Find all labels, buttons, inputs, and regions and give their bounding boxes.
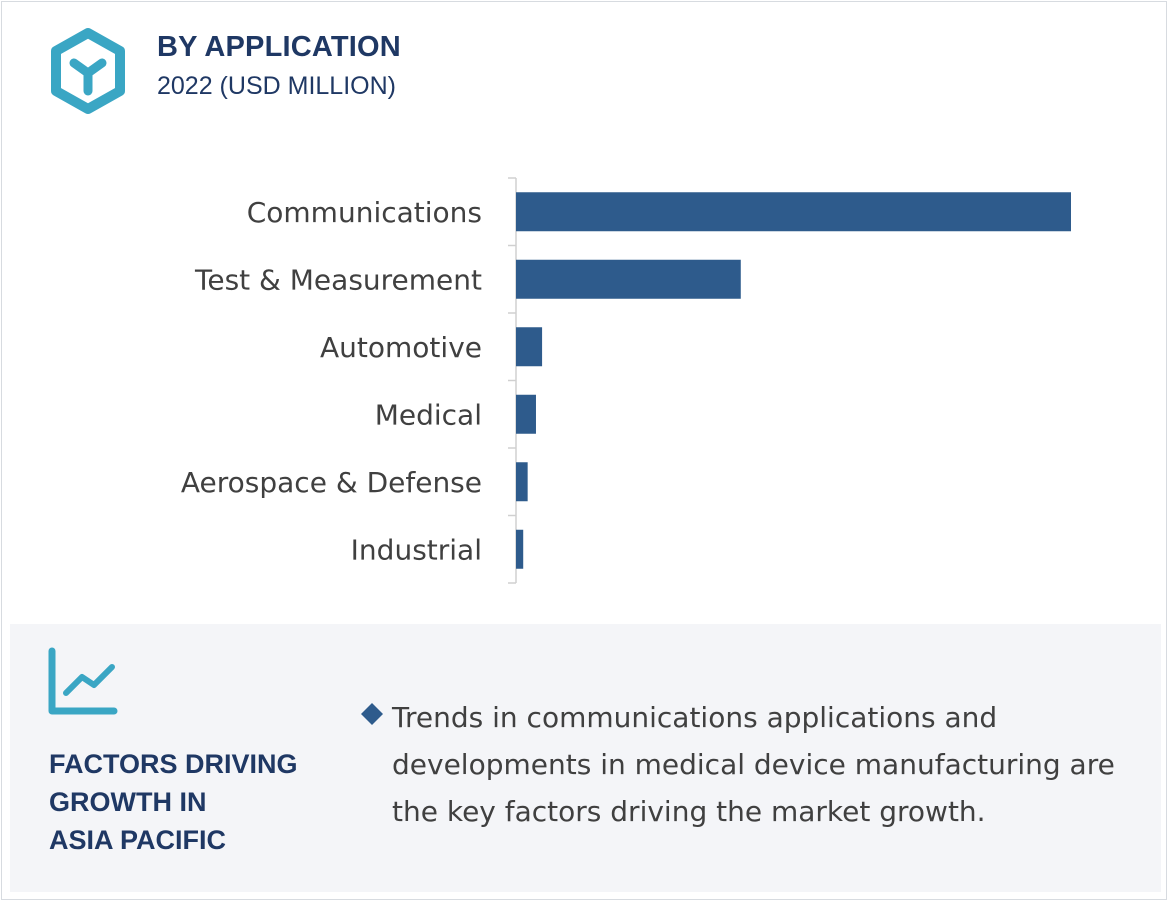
bar-test-measurement <box>516 259 741 299</box>
bar-chart: Communications Test & Measurement Automoti… <box>181 177 1071 584</box>
chart-subtitle: 2022 (USD MILLION) <box>157 72 396 100</box>
line-chart-icon <box>48 647 118 715</box>
factors-heading: FACTORS DRIVING GROWTH IN ASIA PACIFIC <box>49 745 339 859</box>
bar-medical <box>516 394 536 434</box>
factors-heading-line-2: GROWTH IN <box>49 787 207 817</box>
bar-automotive <box>516 327 543 367</box>
category-label: Communications <box>247 196 482 229</box>
bar-aerospace-defense <box>516 462 528 502</box>
category-label: Aerospace & Defense <box>181 466 482 499</box>
chart-title: BY APPLICATION <box>157 31 401 63</box>
factor-bullet-text: Trends in communications applications an… <box>392 701 1115 828</box>
bar-communications <box>516 192 1071 232</box>
category-label: Medical <box>375 398 482 431</box>
bar-industrial <box>516 529 524 569</box>
category-label: Automotive <box>320 331 482 364</box>
category-label: Test & Measurement <box>194 263 482 296</box>
factors-heading-line-1: FACTORS DRIVING <box>49 749 298 779</box>
diamond-bullet-icon <box>361 703 383 725</box>
hexagon-y-icon <box>51 28 125 114</box>
category-label: Industrial <box>351 533 482 566</box>
factors-heading-line-3: ASIA PACIFIC <box>49 825 227 855</box>
factors-panel <box>10 624 1161 892</box>
